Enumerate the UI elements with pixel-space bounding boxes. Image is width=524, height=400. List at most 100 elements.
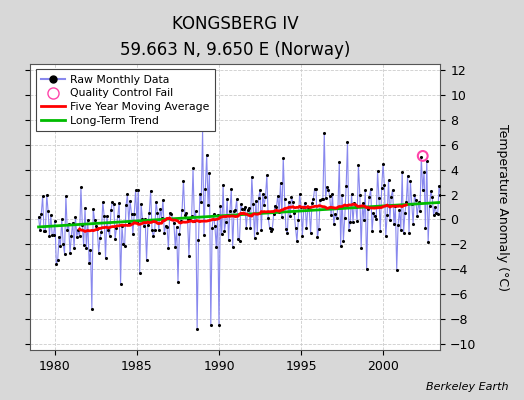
- Point: [248, 174, 256, 180]
- Point: [202, 152, 211, 158]
- Point: [293, 238, 301, 244]
- Point: [226, 208, 234, 214]
- Point: [88, 306, 96, 312]
- Point: [224, 237, 233, 243]
- Point: [271, 202, 279, 209]
- Point: [189, 165, 197, 172]
- Point: [260, 202, 268, 208]
- Point: [320, 130, 329, 136]
- Point: [300, 204, 308, 210]
- Point: [231, 206, 239, 213]
- Point: [379, 160, 387, 167]
- Point: [110, 200, 118, 207]
- Point: [253, 230, 261, 236]
- Point: [126, 198, 134, 204]
- Point: [129, 231, 137, 237]
- Point: [96, 234, 104, 241]
- Point: [230, 208, 238, 214]
- Point: [244, 206, 252, 213]
- Point: [42, 192, 51, 198]
- Point: [263, 172, 271, 178]
- Point: [282, 226, 290, 232]
- Point: [206, 322, 215, 328]
- Point: [181, 211, 189, 218]
- Point: [296, 191, 304, 197]
- Point: [38, 193, 47, 200]
- Point: [130, 211, 138, 217]
- Point: [392, 266, 401, 273]
- Point: [167, 210, 176, 217]
- Point: [114, 212, 122, 219]
- Point: [424, 239, 432, 245]
- Point: [361, 187, 369, 193]
- Point: [375, 195, 383, 201]
- Point: [294, 217, 302, 223]
- Point: [111, 236, 119, 242]
- Point: [275, 209, 283, 215]
- Point: [276, 180, 285, 186]
- Point: [419, 153, 427, 159]
- Point: [443, 186, 452, 193]
- Point: [70, 244, 78, 251]
- Point: [41, 228, 50, 234]
- Point: [166, 210, 174, 216]
- Point: [416, 208, 424, 214]
- Point: [338, 192, 346, 198]
- Point: [376, 228, 385, 234]
- Point: [75, 233, 84, 240]
- Point: [283, 230, 291, 236]
- Point: [298, 232, 307, 239]
- Point: [66, 250, 74, 257]
- Point: [297, 204, 305, 210]
- Point: [331, 210, 340, 217]
- Point: [274, 193, 282, 199]
- Point: [121, 242, 129, 249]
- Point: [91, 217, 99, 223]
- Point: [150, 227, 159, 233]
- Point: [233, 196, 241, 202]
- Point: [308, 200, 316, 206]
- Point: [368, 227, 376, 234]
- Point: [314, 225, 323, 232]
- Point: [342, 183, 351, 190]
- Point: [291, 225, 300, 231]
- Point: [258, 191, 267, 197]
- Point: [312, 186, 320, 192]
- Point: [242, 225, 250, 231]
- Point: [104, 227, 113, 234]
- Point: [123, 191, 132, 198]
- Point: [56, 242, 64, 249]
- Point: [286, 213, 294, 219]
- Point: [182, 210, 190, 216]
- Point: [36, 226, 44, 233]
- Point: [369, 210, 378, 216]
- Point: [372, 216, 380, 222]
- Point: [175, 231, 183, 238]
- Point: [255, 195, 263, 201]
- Point: [67, 232, 75, 239]
- Point: [357, 244, 365, 251]
- Point: [105, 233, 114, 239]
- Point: [83, 216, 92, 223]
- Point: [405, 230, 413, 236]
- Point: [132, 187, 140, 194]
- Point: [217, 231, 226, 237]
- Point: [401, 210, 409, 216]
- Point: [85, 260, 93, 266]
- Point: [133, 218, 141, 225]
- Point: [304, 204, 312, 211]
- Point: [209, 211, 217, 218]
- Point: [374, 168, 382, 174]
- Point: [228, 244, 237, 250]
- Point: [222, 219, 230, 225]
- Point: [127, 211, 136, 217]
- Point: [108, 199, 116, 205]
- Point: [89, 206, 97, 212]
- Point: [285, 199, 293, 205]
- Point: [246, 225, 255, 232]
- Point: [380, 182, 389, 188]
- Point: [367, 186, 375, 193]
- Point: [59, 240, 68, 247]
- Point: [227, 186, 235, 192]
- Point: [183, 216, 192, 222]
